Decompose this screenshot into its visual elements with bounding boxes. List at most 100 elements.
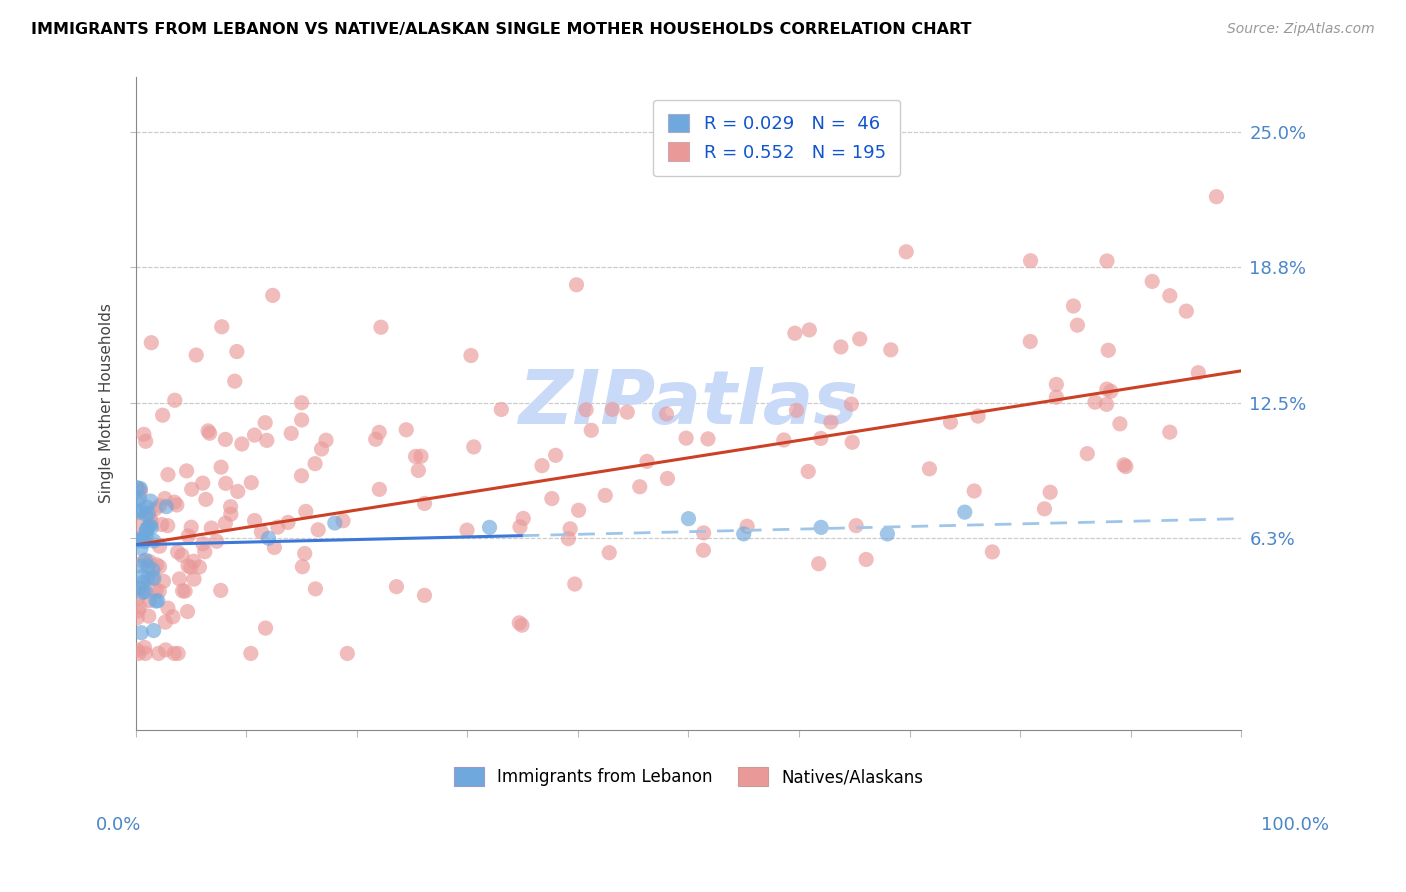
Point (315, 434, 337, 448)
Point (180, 520, 202, 534)
Point (219, 500, 242, 514)
Point (876, 527, 898, 541)
Point (226, 484, 249, 499)
Point (152, 574, 174, 589)
Point (568, 503, 591, 517)
Point (364, 432, 387, 446)
Point (807, 557, 830, 571)
Point (163, 495, 186, 509)
Point (953, 505, 976, 519)
Point (186, 348, 208, 362)
Point (176, 464, 198, 478)
Point (148, 559, 170, 574)
Point (1109, 417, 1132, 431)
Point (799, 323, 821, 337)
Point (128, 647, 150, 661)
Point (239, 647, 262, 661)
Point (512, 511, 534, 525)
Point (138, 507, 160, 521)
Point (132, 574, 155, 589)
Point (692, 543, 714, 558)
Point (145, 594, 167, 608)
Point (167, 647, 190, 661)
Point (918, 462, 941, 476)
Legend: Immigrants from Lebanon, Natives/Alaskans: Immigrants from Lebanon, Natives/Alaskan… (447, 760, 929, 793)
Point (1019, 334, 1042, 349)
Point (155, 615, 177, 629)
Point (134, 584, 156, 599)
Point (1084, 395, 1107, 409)
Point (143, 502, 166, 516)
Point (198, 426, 221, 441)
Point (336, 647, 359, 661)
Point (456, 523, 478, 537)
Point (188, 560, 211, 574)
Point (125, 481, 148, 495)
Point (145, 558, 167, 572)
Point (219, 507, 242, 521)
Point (141, 571, 163, 585)
Point (131, 533, 153, 547)
Point (153, 491, 176, 506)
Point (628, 480, 651, 494)
Point (277, 516, 299, 530)
Text: ZIPatlas: ZIPatlas (519, 367, 859, 440)
Point (127, 591, 149, 606)
Point (323, 516, 346, 530)
Point (136, 559, 159, 574)
Point (1045, 377, 1067, 392)
Point (405, 450, 427, 464)
Point (565, 277, 588, 292)
Point (413, 588, 436, 602)
Point (139, 494, 162, 508)
Point (307, 523, 329, 537)
Point (166, 498, 188, 512)
Point (772, 433, 794, 447)
Point (135, 522, 157, 536)
Point (132, 555, 155, 569)
Point (149, 499, 172, 513)
Point (291, 559, 314, 574)
Point (256, 434, 278, 448)
Point (183, 554, 205, 568)
Point (257, 531, 280, 545)
Point (463, 440, 485, 454)
Point (209, 583, 232, 598)
Point (385, 580, 408, 594)
Point (304, 457, 326, 471)
Point (841, 435, 863, 450)
Point (138, 593, 160, 607)
Point (211, 319, 233, 334)
Point (183, 572, 205, 586)
Point (657, 471, 679, 485)
Point (194, 492, 217, 507)
Point (134, 640, 156, 655)
Point (136, 571, 159, 585)
Point (263, 541, 285, 555)
Point (678, 511, 700, 525)
Point (194, 545, 217, 559)
Point (697, 432, 720, 446)
Text: IMMIGRANTS FROM LEBANON VS NATIVE/ALASKAN SINGLE MOTHER HOUSEHOLDS CORRELATION C: IMMIGRANTS FROM LEBANON VS NATIVE/ALASKA… (31, 22, 972, 37)
Point (139, 515, 162, 529)
Point (1112, 458, 1135, 472)
Point (845, 518, 868, 533)
Text: 0.0%: 0.0% (96, 816, 141, 834)
Point (135, 507, 157, 521)
Point (142, 624, 165, 638)
Point (1115, 459, 1137, 474)
Point (128, 491, 150, 506)
Point (1099, 384, 1122, 399)
Point (163, 393, 186, 408)
Point (134, 647, 156, 661)
Point (564, 577, 586, 591)
Point (783, 326, 806, 341)
Point (214, 516, 236, 531)
Point (544, 448, 567, 462)
Point (128, 505, 150, 519)
Point (128, 581, 150, 595)
Point (250, 524, 273, 539)
Point (1175, 304, 1198, 318)
Point (132, 585, 155, 599)
Point (135, 524, 157, 538)
